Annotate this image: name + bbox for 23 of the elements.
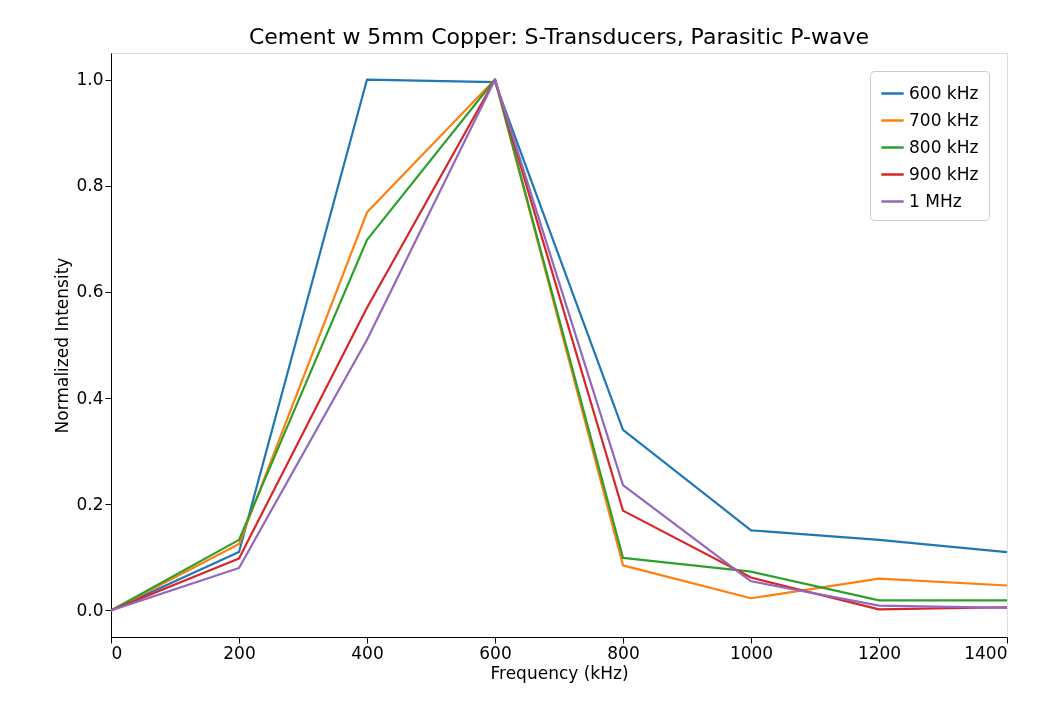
x-tick-label: 200 xyxy=(223,642,256,663)
chart-title: Cement w 5mm Copper: S-Transducers, Parasitic P-wave xyxy=(248,24,870,49)
legend-label: 800 kHz xyxy=(909,136,979,157)
y-tick-label: 0.2 xyxy=(76,493,104,514)
y-tick-label: 0.0 xyxy=(76,599,104,620)
y-tick-label: 0.6 xyxy=(76,281,104,302)
legend-label: 900 kHz xyxy=(909,163,979,184)
legend-label: 700 kHz xyxy=(909,109,979,130)
x-tick-label: 1200 xyxy=(857,642,902,663)
x-tick-label: 0 xyxy=(111,642,123,663)
x-tick-label: 1000 xyxy=(729,642,774,663)
y-tick-label: 0.4 xyxy=(76,387,104,408)
x-tick-label: 600 xyxy=(479,642,512,663)
y-tick-label: 1.0 xyxy=(76,69,104,90)
x-tick-label: 1400 xyxy=(964,642,1008,663)
legend-label: 600 kHz xyxy=(909,82,979,103)
y-axis-title: Normalized Intensity xyxy=(52,257,73,434)
x-axis-title: Frequency (kHz) xyxy=(490,662,629,683)
line-series xyxy=(111,78,1007,612)
y-tick-label: 0.8 xyxy=(76,175,104,196)
x-tick-label: 400 xyxy=(351,642,384,663)
x-tick-label: 800 xyxy=(607,642,640,663)
legend-label: 1 MHz xyxy=(909,190,962,211)
